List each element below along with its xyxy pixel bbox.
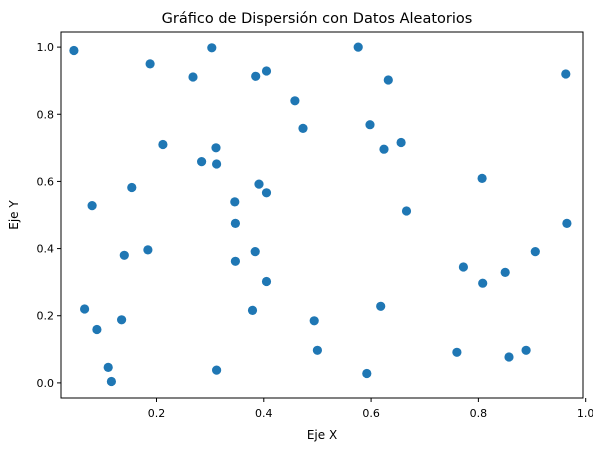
scatter-point-6 <box>117 315 127 325</box>
scatter-point-21 <box>247 305 258 315</box>
scatter-point-31 <box>312 345 322 355</box>
y-axis-label: Eje Y <box>7 200 21 230</box>
scatter-point-12 <box>188 72 198 82</box>
scatter-point-5 <box>106 376 116 387</box>
scatter-point-4 <box>103 362 113 372</box>
x-tick-label-1: 0.4 <box>255 407 273 420</box>
scatter-point-3 <box>92 324 102 335</box>
scatter-point-9 <box>143 245 153 255</box>
scatter-point-26 <box>261 188 272 198</box>
scatter-point-30 <box>309 316 319 326</box>
scatter-point-28 <box>290 96 300 106</box>
scatter-point-7 <box>119 250 129 260</box>
scatter-point-0 <box>69 45 79 56</box>
scatter-point-36 <box>379 144 389 154</box>
scatter-point-23 <box>251 71 261 81</box>
scatter-point-24 <box>254 179 264 189</box>
plot-area-frame <box>60 31 584 399</box>
y-tick-label-4: 0.8 <box>37 108 55 121</box>
scatter-point-44 <box>500 267 510 277</box>
scatter-point-22 <box>250 247 260 257</box>
scatter-point-1 <box>80 304 90 314</box>
data-points <box>69 42 572 387</box>
y-axis-ticks: 0.0 0.2 0.4 0.6 0.8 1.0 <box>37 41 61 390</box>
scatter-point-27 <box>261 276 272 287</box>
scatter-point-17 <box>212 365 222 375</box>
scatter-point-38 <box>396 137 406 148</box>
y-tick-label-3: 0.6 <box>37 175 55 188</box>
x-tick-label-3: 0.8 <box>470 407 488 420</box>
x-axis-ticks: 0.2 0.4 0.6 0.8 1.0 <box>148 398 593 420</box>
scatter-point-20 <box>230 256 240 266</box>
scatter-point-42 <box>477 173 487 183</box>
scatter-point-49 <box>562 218 572 228</box>
scatter-point-14 <box>207 43 217 53</box>
scatter-point-34 <box>365 120 375 130</box>
scatter-point-15 <box>211 143 221 153</box>
scatter-point-46 <box>521 345 531 355</box>
x-tick-label-0: 0.2 <box>148 407 166 420</box>
scatter-point-29 <box>298 123 308 133</box>
scatter-point-16 <box>212 159 222 169</box>
scatter-point-2 <box>87 201 97 211</box>
scatter-point-39 <box>401 206 412 216</box>
y-tick-label-1: 0.2 <box>37 310 55 323</box>
scatter-point-32 <box>353 42 363 52</box>
x-tick-label-2: 0.6 <box>362 407 380 420</box>
scatter-point-37 <box>383 75 393 85</box>
scatter-point-8 <box>127 182 137 193</box>
scatter-point-18 <box>230 197 240 207</box>
scatter-point-41 <box>458 262 468 272</box>
x-axis-label: Eje X <box>307 428 337 442</box>
scatter-point-10 <box>145 59 155 69</box>
scatter-point-47 <box>530 247 540 257</box>
scatter-point-35 <box>376 301 386 311</box>
scatter-point-33 <box>362 368 372 379</box>
scatter-point-11 <box>158 139 168 150</box>
scatter-point-25 <box>261 66 272 76</box>
scatter-point-19 <box>230 218 240 228</box>
scatter-point-43 <box>478 278 488 288</box>
x-tick-label-4: 1.0 <box>577 407 593 420</box>
y-tick-label-5: 1.0 <box>37 41 55 54</box>
y-tick-label-0: 0.0 <box>37 377 55 390</box>
chart-title: Gráfico de Dispersión con Datos Aleatori… <box>162 11 473 27</box>
scatter-point-13 <box>197 157 207 167</box>
scatter-point-45 <box>504 352 514 362</box>
y-tick-label-2: 0.4 <box>37 243 55 256</box>
scatter-point-40 <box>452 347 462 357</box>
scatter-point-48 <box>561 69 571 79</box>
